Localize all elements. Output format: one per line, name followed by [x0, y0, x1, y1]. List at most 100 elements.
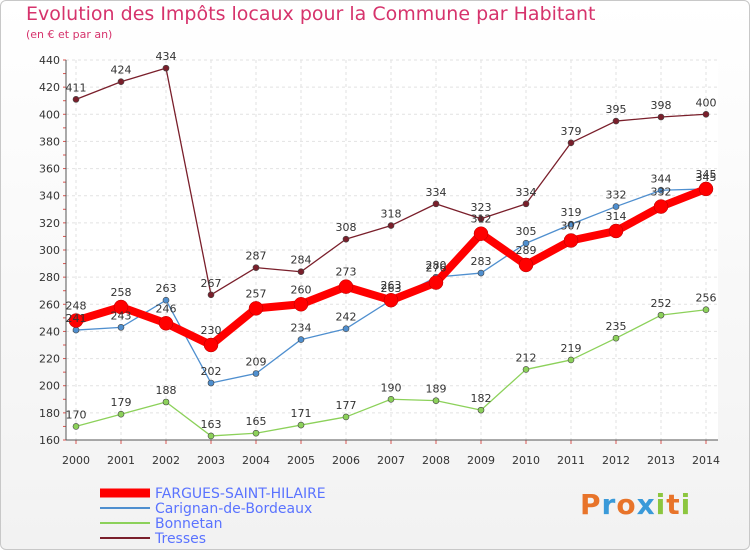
x-tick-label: 2012: [602, 454, 630, 467]
data-label-bonnetan: 219: [561, 342, 582, 355]
data-point-tresses: [657, 113, 665, 121]
data-point-fargues-saint-hilaire: [518, 257, 534, 273]
data-label-fargues-saint-hilaire: 246: [156, 302, 177, 315]
y-tick-label: 280: [39, 271, 60, 284]
x-tick-label: 2009: [467, 454, 495, 467]
data-label-fargues-saint-hilaire: 289: [516, 244, 537, 257]
data-label-carignan-de-bordeaux: 263: [381, 282, 402, 295]
data-point-fargues-saint-hilaire: [293, 297, 309, 312]
data-label-fargues-saint-hilaire: 257: [246, 287, 267, 300]
data-label-tresses: 284: [291, 254, 312, 267]
data-point-fargues-saint-hilaire: [203, 337, 219, 353]
data-point-carignan-de-bordeaux: [297, 336, 305, 343]
data-point-bonnetan: [72, 423, 80, 430]
data-label-bonnetan: 189: [426, 383, 447, 396]
legend-label-fargues-saint-hilaire: FARGUES-SAINT-HILAIRE: [155, 486, 326, 502]
y-tick-label: 300: [39, 244, 60, 257]
data-point-tresses: [297, 268, 305, 276]
data-point-carignan-de-bordeaux: [117, 324, 125, 331]
data-point-tresses: [702, 110, 710, 118]
y-tick-label: 260: [39, 298, 60, 311]
y-tick-label: 400: [39, 108, 60, 121]
y-tick-label: 320: [39, 217, 60, 230]
data-point-bonnetan: [477, 406, 485, 414]
data-label-fargues-saint-hilaire: 260: [291, 283, 312, 296]
y-tick-label: 420: [39, 81, 60, 94]
data-point-bonnetan: [252, 429, 260, 437]
data-label-bonnetan: 190: [381, 381, 402, 394]
y-tick-label: 380: [39, 135, 60, 148]
data-label-tresses: 334: [516, 186, 537, 199]
data-label-tresses: 395: [606, 103, 627, 116]
data-point-bonnetan: [117, 410, 125, 418]
data-label-bonnetan: 165: [246, 415, 267, 428]
brand-letter: P: [580, 488, 602, 521]
data-label-carignan-de-bordeaux: 345: [696, 171, 717, 184]
data-point-tresses: [72, 96, 80, 103]
data-label-fargues-saint-hilaire: 273: [336, 266, 357, 279]
data-label-carignan-de-bordeaux: 305: [516, 225, 537, 238]
data-point-bonnetan: [702, 306, 710, 314]
x-tick-label: 2007: [377, 454, 405, 467]
data-point-bonnetan: [612, 334, 620, 342]
x-tick-label: 2014: [692, 454, 720, 467]
data-label-carignan-de-bordeaux: 283: [471, 255, 492, 268]
data-label-fargues-saint-hilaire: 263: [381, 279, 402, 292]
data-point-bonnetan: [567, 356, 575, 364]
data-label-bonnetan: 171: [291, 407, 312, 420]
data-point-tresses: [432, 200, 440, 208]
data-point-tresses: [387, 222, 395, 229]
data-point-carignan-de-bordeaux: [477, 269, 485, 277]
data-label-carignan-de-bordeaux: 234: [291, 322, 312, 335]
y-tick-label: 440: [39, 54, 60, 67]
x-tick-label: 2011: [557, 454, 585, 467]
data-label-carignan-de-bordeaux: 243: [111, 309, 132, 322]
data-label-carignan-de-bordeaux: 280: [426, 259, 447, 272]
data-point-fargues-saint-hilaire: [653, 199, 669, 214]
data-point-bonnetan: [207, 432, 215, 440]
data-point-carignan-de-bordeaux: [252, 370, 260, 377]
data-point-fargues-saint-hilaire: [698, 181, 714, 197]
chart-subtitle: (en € et par an): [26, 28, 113, 41]
data-label-bonnetan: 170: [66, 408, 87, 421]
brand-letter: t: [666, 488, 681, 521]
data-label-fargues-saint-hilaire: 276: [426, 262, 447, 275]
x-tick-label: 2010: [512, 454, 540, 467]
data-point-carignan-de-bordeaux: [342, 325, 350, 333]
data-point-tresses: [162, 64, 170, 72]
data-point-fargues-saint-hilaire: [158, 316, 174, 331]
data-label-carignan-de-bordeaux: 332: [606, 189, 627, 202]
data-label-tresses: 308: [336, 221, 357, 234]
data-label-carignan-de-bordeaux: 263: [156, 282, 177, 295]
data-label-fargues-saint-hilaire: 332: [651, 186, 672, 199]
data-point-bonnetan: [522, 366, 530, 373]
y-tick-label: 240: [39, 325, 60, 338]
data-point-carignan-de-bordeaux: [657, 186, 665, 194]
data-label-tresses: 398: [651, 99, 672, 112]
brand-logo: Proxiti: [580, 488, 691, 521]
axes: 160 180 200 220 240 260 280 300 320 340 360 380 400 4…: [39, 54, 720, 467]
data-label-tresses: 287: [246, 250, 267, 263]
data-point-bonnetan: [657, 311, 665, 319]
data-point-fargues-saint-hilaire: [338, 279, 354, 294]
data-point-bonnetan: [432, 397, 440, 404]
data-label-tresses: 379: [561, 125, 582, 138]
data-label-bonnetan: 179: [111, 396, 132, 409]
data-point-tresses: [117, 78, 125, 86]
data-label-fargues-saint-hilaire: 307: [561, 220, 582, 233]
data-label-tresses: 411: [66, 81, 87, 94]
x-tick-label: 2013: [647, 454, 675, 467]
x-tick-label: 2005: [287, 454, 315, 467]
data-point-fargues-saint-hilaire: [248, 301, 264, 316]
data-point-carignan-de-bordeaux: [162, 296, 170, 304]
data-point-tresses: [342, 235, 350, 243]
data-point-bonnetan: [342, 413, 350, 421]
data-point-tresses: [612, 117, 620, 125]
data-label-carignan-de-bordeaux: 202: [201, 365, 222, 378]
x-tick-label: 2000: [62, 454, 90, 467]
data-point-tresses: [477, 215, 485, 223]
data-point-fargues-saint-hilaire: [473, 226, 489, 241]
data-point-fargues-saint-hilaire: [428, 275, 444, 290]
data-point-tresses: [567, 139, 575, 147]
data-label-carignan-de-bordeaux: 241: [66, 312, 87, 325]
